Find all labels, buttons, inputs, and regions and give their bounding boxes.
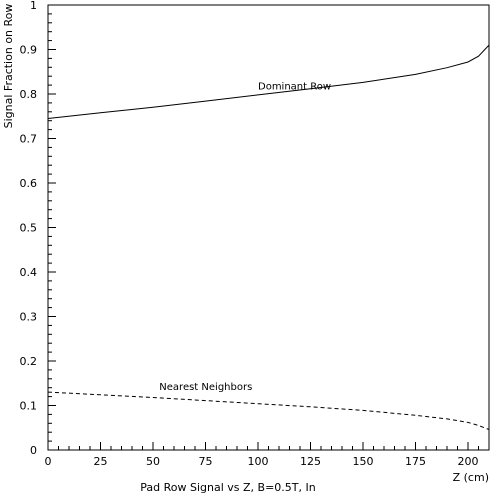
series-lines [47, 44, 490, 430]
annotation-dominant-row: Dominant Row [258, 82, 331, 93]
x-tick-label: 0 [45, 455, 52, 468]
x-tick-label: 50 [146, 455, 160, 468]
dominant-row-line [47, 44, 490, 119]
y-tick-label: 0.2 [20, 355, 38, 368]
x-tick-label: 200 [458, 455, 479, 468]
y-tick-label: 0.5 [20, 222, 38, 235]
plot-frame [47, 4, 490, 451]
y-tick-label: 0 [30, 444, 37, 457]
annotation-nearest-neighbors: Nearest Neighbors [159, 382, 252, 393]
y-tick-label: 0.1 [20, 400, 38, 413]
y-tick-label: 0.3 [20, 311, 38, 324]
x-tick-label: 150 [353, 455, 374, 468]
tick-labels: 0 25 50 75 100 125 150 175 200 0 0.1 0.2 0.3 0.4 0.5 0.… [20, 0, 479, 468]
y-tick-label: 0.9 [20, 44, 38, 57]
nearest-neighbors-line [47, 391, 490, 430]
y-tick-label: 1 [30, 0, 37, 12]
x-tick-label: 75 [199, 455, 213, 468]
x-tick-label: 100 [248, 455, 269, 468]
x-tick-label: 25 [94, 455, 108, 468]
x-tick-label: 125 [300, 455, 321, 468]
chart-caption: Pad Row Signal vs Z, B=0.5T, In [140, 481, 315, 494]
y-tick-label: 0.6 [20, 177, 38, 190]
x-axis-title: Z (cm) [453, 471, 489, 484]
x-tick-label: 175 [405, 455, 426, 468]
y-tick-label: 0.4 [20, 266, 38, 279]
y-tick-label: 0.7 [20, 133, 38, 146]
y-tick-label: 0.8 [20, 88, 38, 101]
y-axis-title: Signal Fraction on Row [2, 4, 15, 129]
axis-ticks [47, 4, 490, 451]
